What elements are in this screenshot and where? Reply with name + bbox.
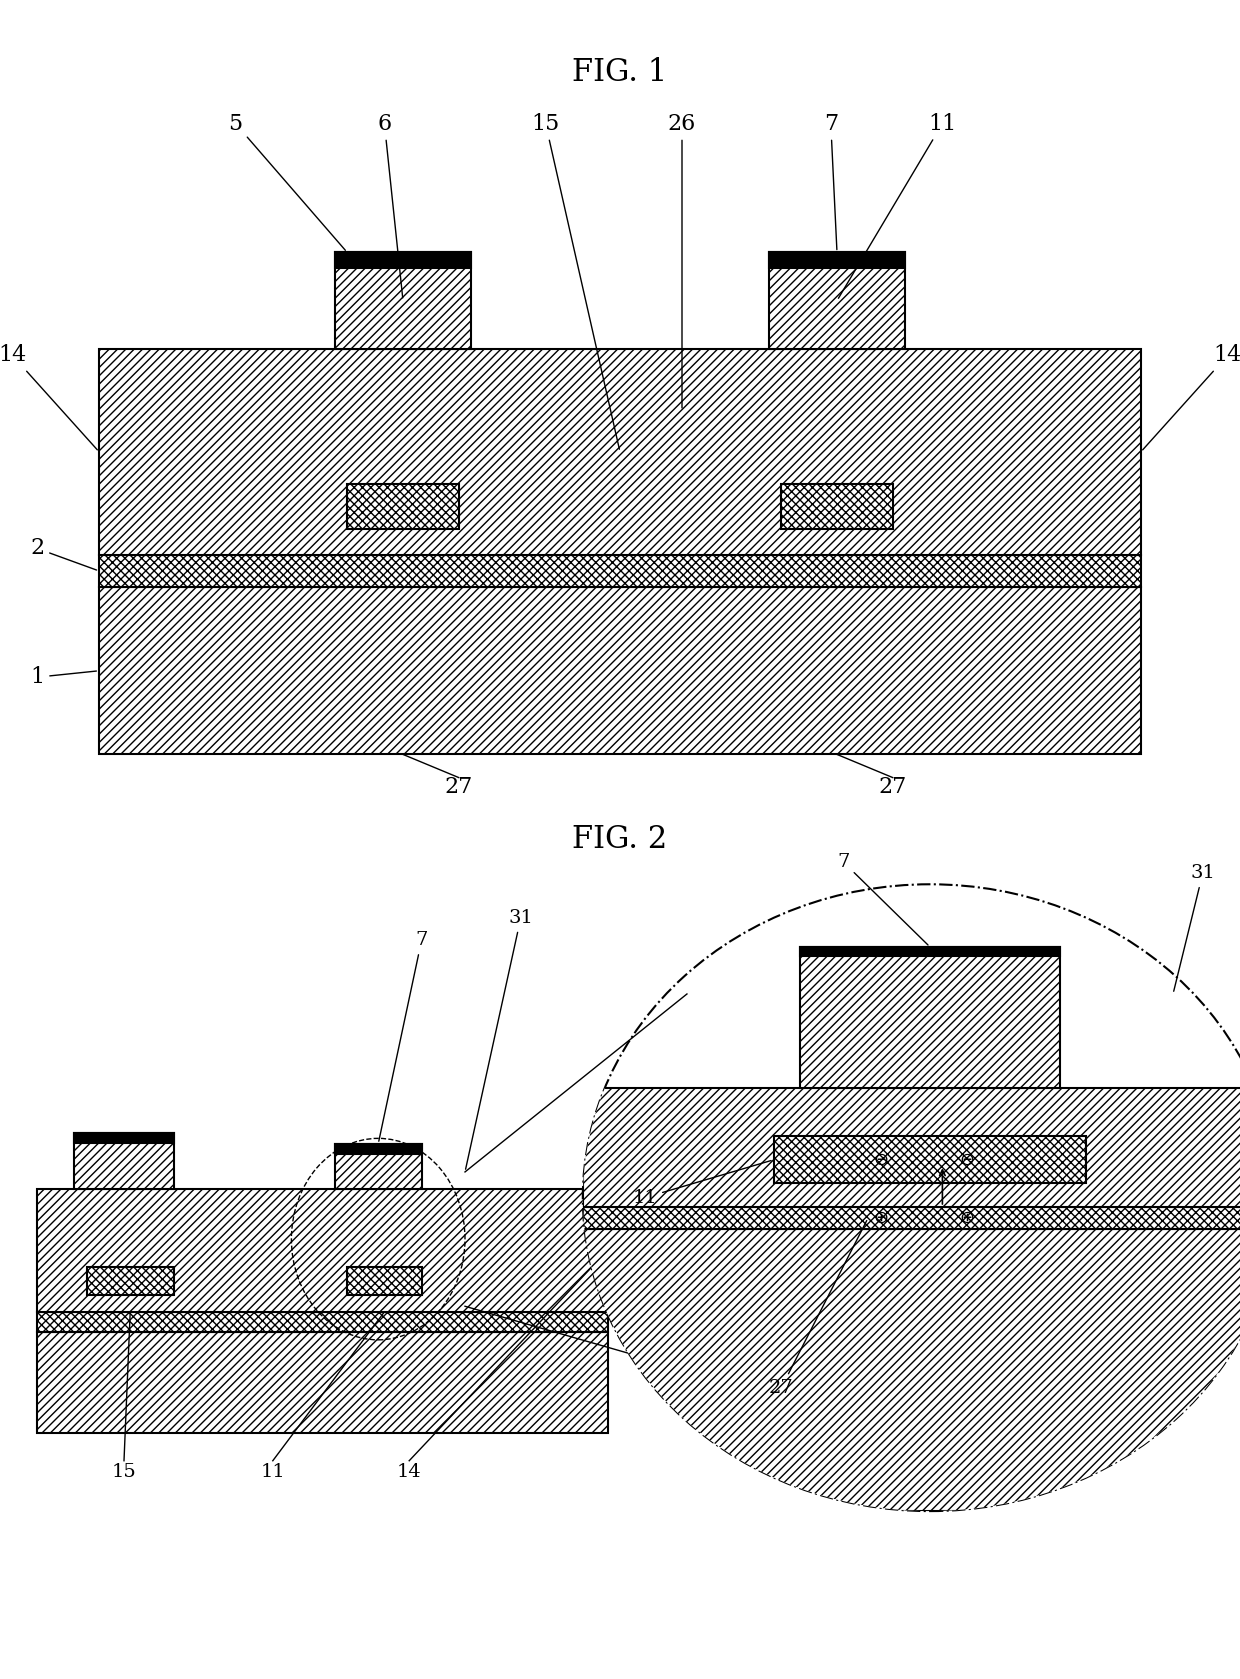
Text: 14: 14 [1142, 344, 1240, 450]
Bar [583, 1207, 1240, 1229]
Bar [99, 588, 1141, 754]
Text: 1: 1 [30, 667, 97, 688]
Bar [335, 252, 471, 269]
Bar [335, 252, 471, 349]
Bar [800, 947, 1060, 955]
Text: 27: 27 [879, 776, 906, 798]
Bar [774, 1137, 1086, 1184]
Bar [781, 484, 893, 529]
Text: FIG. 2: FIG. 2 [573, 824, 667, 855]
Bar [87, 1268, 174, 1295]
Bar [99, 554, 1141, 588]
Text: 14: 14 [397, 1462, 422, 1481]
Bar [37, 1189, 608, 1311]
Text: 27: 27 [769, 1221, 867, 1397]
Text: 27: 27 [445, 776, 472, 798]
Bar [37, 1311, 608, 1331]
Text: 6: 6 [377, 112, 403, 297]
Circle shape [583, 885, 1240, 1511]
Text: 2: 2 [30, 537, 97, 571]
Bar [781, 484, 893, 529]
Bar [37, 1331, 608, 1432]
Text: 7: 7 [823, 112, 838, 250]
Bar [583, 1207, 1240, 1229]
Bar [335, 1143, 422, 1189]
Bar [74, 1133, 174, 1143]
Bar [347, 484, 459, 529]
Text: 31: 31 [1174, 865, 1215, 991]
Bar [335, 1143, 422, 1189]
Bar [583, 1088, 1240, 1207]
Bar [37, 1189, 608, 1311]
Bar [74, 1133, 174, 1189]
Text: 7: 7 [837, 853, 928, 945]
Text: 11: 11 [838, 112, 956, 299]
Bar [99, 349, 1141, 554]
Bar [74, 1133, 174, 1189]
Text: $\ominus$: $\ominus$ [873, 1150, 888, 1169]
Bar [99, 349, 1141, 554]
Text: $\oplus$: $\oplus$ [960, 1209, 975, 1227]
Text: 31: 31 [465, 908, 533, 1169]
Text: 15: 15 [112, 1462, 136, 1481]
Bar [583, 1229, 1240, 1511]
Text: 7: 7 [378, 932, 428, 1142]
Text: $\ominus$: $\ominus$ [960, 1150, 975, 1169]
Text: 11: 11 [632, 1160, 771, 1207]
Bar [347, 1268, 422, 1295]
Text: 14: 14 [0, 344, 98, 450]
Text: 11: 11 [260, 1462, 285, 1481]
Bar [37, 1331, 608, 1432]
Bar [774, 1137, 1086, 1184]
Bar [769, 252, 905, 349]
Text: FIG. 1: FIG. 1 [573, 57, 667, 87]
Text: 26: 26 [668, 112, 696, 408]
Bar [99, 554, 1141, 588]
Bar [347, 1268, 422, 1295]
Text: $\oplus$: $\oplus$ [873, 1209, 888, 1227]
Bar [37, 1311, 608, 1331]
Bar [99, 588, 1141, 754]
Bar [800, 947, 1060, 1088]
Text: 15: 15 [532, 112, 620, 450]
Text: 5: 5 [228, 112, 346, 250]
Bar [335, 252, 471, 349]
Bar [335, 1143, 422, 1153]
Bar [87, 1268, 174, 1295]
Bar [583, 1229, 1240, 1511]
Bar [769, 252, 905, 269]
Bar [800, 947, 1060, 1088]
Bar [583, 1088, 1240, 1207]
Bar [347, 484, 459, 529]
Bar [769, 252, 905, 349]
